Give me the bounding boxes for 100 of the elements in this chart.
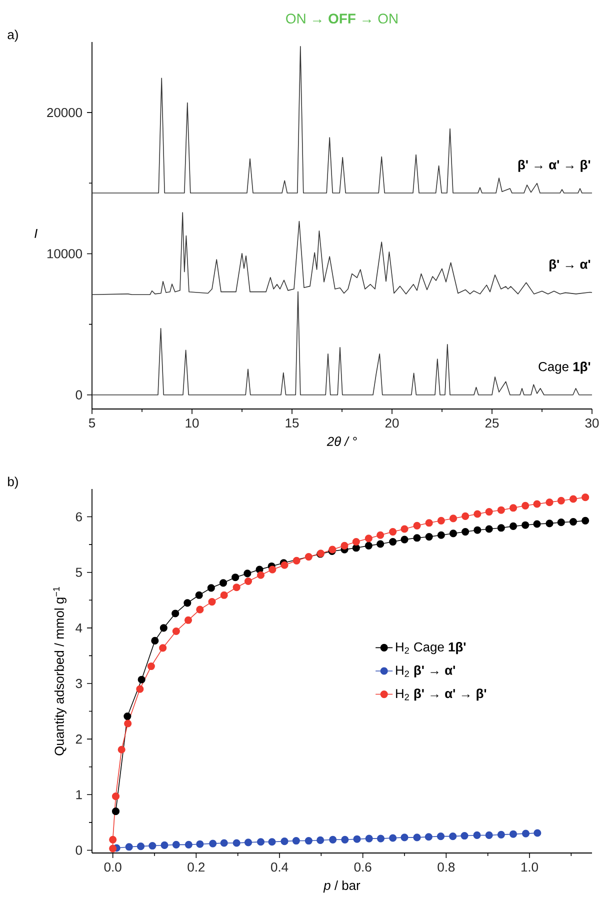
point: [389, 538, 397, 546]
legend-label: H$_{2}$ Cage 1β': [396, 642, 466, 654]
point: [364, 534, 372, 542]
point: [449, 514, 458, 522]
point: [534, 829, 542, 837]
point: [232, 574, 240, 582]
point: [256, 571, 265, 579]
point: [232, 584, 240, 592]
y-tick-label: 5: [76, 568, 82, 577]
y-tick-label: 3: [76, 678, 82, 688]
point: [497, 506, 505, 514]
point: [118, 746, 126, 754]
point: [509, 522, 518, 530]
point: [365, 834, 373, 842]
point: [244, 838, 252, 846]
point: [569, 518, 578, 526]
legend-label: H$_{2}$ β' → α' → β': [396, 688, 486, 701]
x-axis-title: p / bar: [323, 880, 360, 893]
point: [509, 830, 518, 838]
y-tick-label: 4: [76, 623, 82, 632]
point: [151, 636, 159, 644]
x-tick-label: 15: [286, 418, 299, 428]
point: [582, 494, 590, 502]
point: [160, 624, 168, 632]
point: [557, 496, 565, 504]
point: [232, 839, 240, 847]
point: [160, 841, 168, 850]
y-tick-label: 0: [76, 390, 82, 400]
point: [109, 836, 117, 844]
point: [462, 528, 470, 536]
point: [148, 842, 156, 850]
point: [292, 556, 300, 564]
point: [124, 720, 132, 728]
point: [109, 844, 117, 852]
series-label: β' → α' → β': [518, 160, 590, 172]
x-axis-title: 2θ / °: [326, 436, 357, 446]
point: [112, 808, 120, 816]
line-series: [92, 291, 592, 396]
point: [195, 591, 203, 599]
point: [400, 525, 408, 533]
point: [196, 606, 204, 614]
point: [125, 843, 133, 851]
y-tick-label: 0: [76, 846, 82, 855]
point: [280, 838, 288, 846]
point: [425, 532, 433, 541]
point: [172, 840, 180, 848]
point: [449, 832, 457, 840]
point: [268, 838, 276, 846]
x-tick-label: 0.0: [104, 862, 122, 872]
point: [485, 831, 493, 839]
point: [329, 836, 337, 844]
text: a): [8, 30, 18, 42]
y-tick-label: 6: [76, 512, 82, 522]
x-tick-label: 30: [585, 418, 599, 428]
point: [485, 508, 493, 516]
y-tick-label: 1: [76, 790, 82, 800]
point: [364, 542, 372, 550]
point: [159, 644, 167, 652]
line-series: [92, 46, 592, 194]
point: [219, 579, 228, 587]
point: [474, 526, 482, 534]
point: [208, 598, 216, 606]
point: [413, 522, 421, 530]
x-tick-label: 0.8: [438, 862, 455, 872]
point: [582, 516, 590, 524]
point: [546, 498, 554, 506]
legend-label: H$_{2}$ β' → α': [396, 665, 455, 678]
x-tick-label: 0.2: [188, 862, 205, 872]
point: [172, 627, 180, 636]
point: [220, 591, 228, 599]
x-tick-label: 0.6: [354, 862, 372, 872]
x-tick-label: 0.4: [271, 862, 288, 872]
text: b): [8, 476, 18, 489]
point: [533, 520, 541, 528]
point: [268, 566, 276, 574]
point: [509, 504, 518, 512]
x-tick-label: 10: [186, 418, 199, 428]
x-tick-label: 25: [485, 418, 499, 428]
point: [304, 553, 312, 561]
point: [184, 599, 192, 607]
point: [136, 685, 144, 693]
point: [172, 610, 180, 618]
point: [522, 830, 530, 838]
point: [184, 616, 192, 624]
y-tick-label: 20000: [47, 108, 82, 118]
x-tick-label: 5: [88, 418, 96, 428]
point: [413, 834, 421, 842]
point: [112, 792, 120, 800]
point: [256, 838, 265, 846]
x-tick-label: 20: [385, 418, 399, 428]
point: [196, 840, 204, 848]
chart-title: ON → OFF → ON: [286, 14, 398, 24]
point: [316, 836, 324, 844]
point: [124, 712, 132, 720]
point: [474, 510, 482, 518]
point: [533, 500, 541, 508]
point: [400, 536, 408, 544]
point: [292, 836, 300, 845]
series-label: Cage 1β': [538, 362, 590, 374]
point: [136, 842, 145, 850]
